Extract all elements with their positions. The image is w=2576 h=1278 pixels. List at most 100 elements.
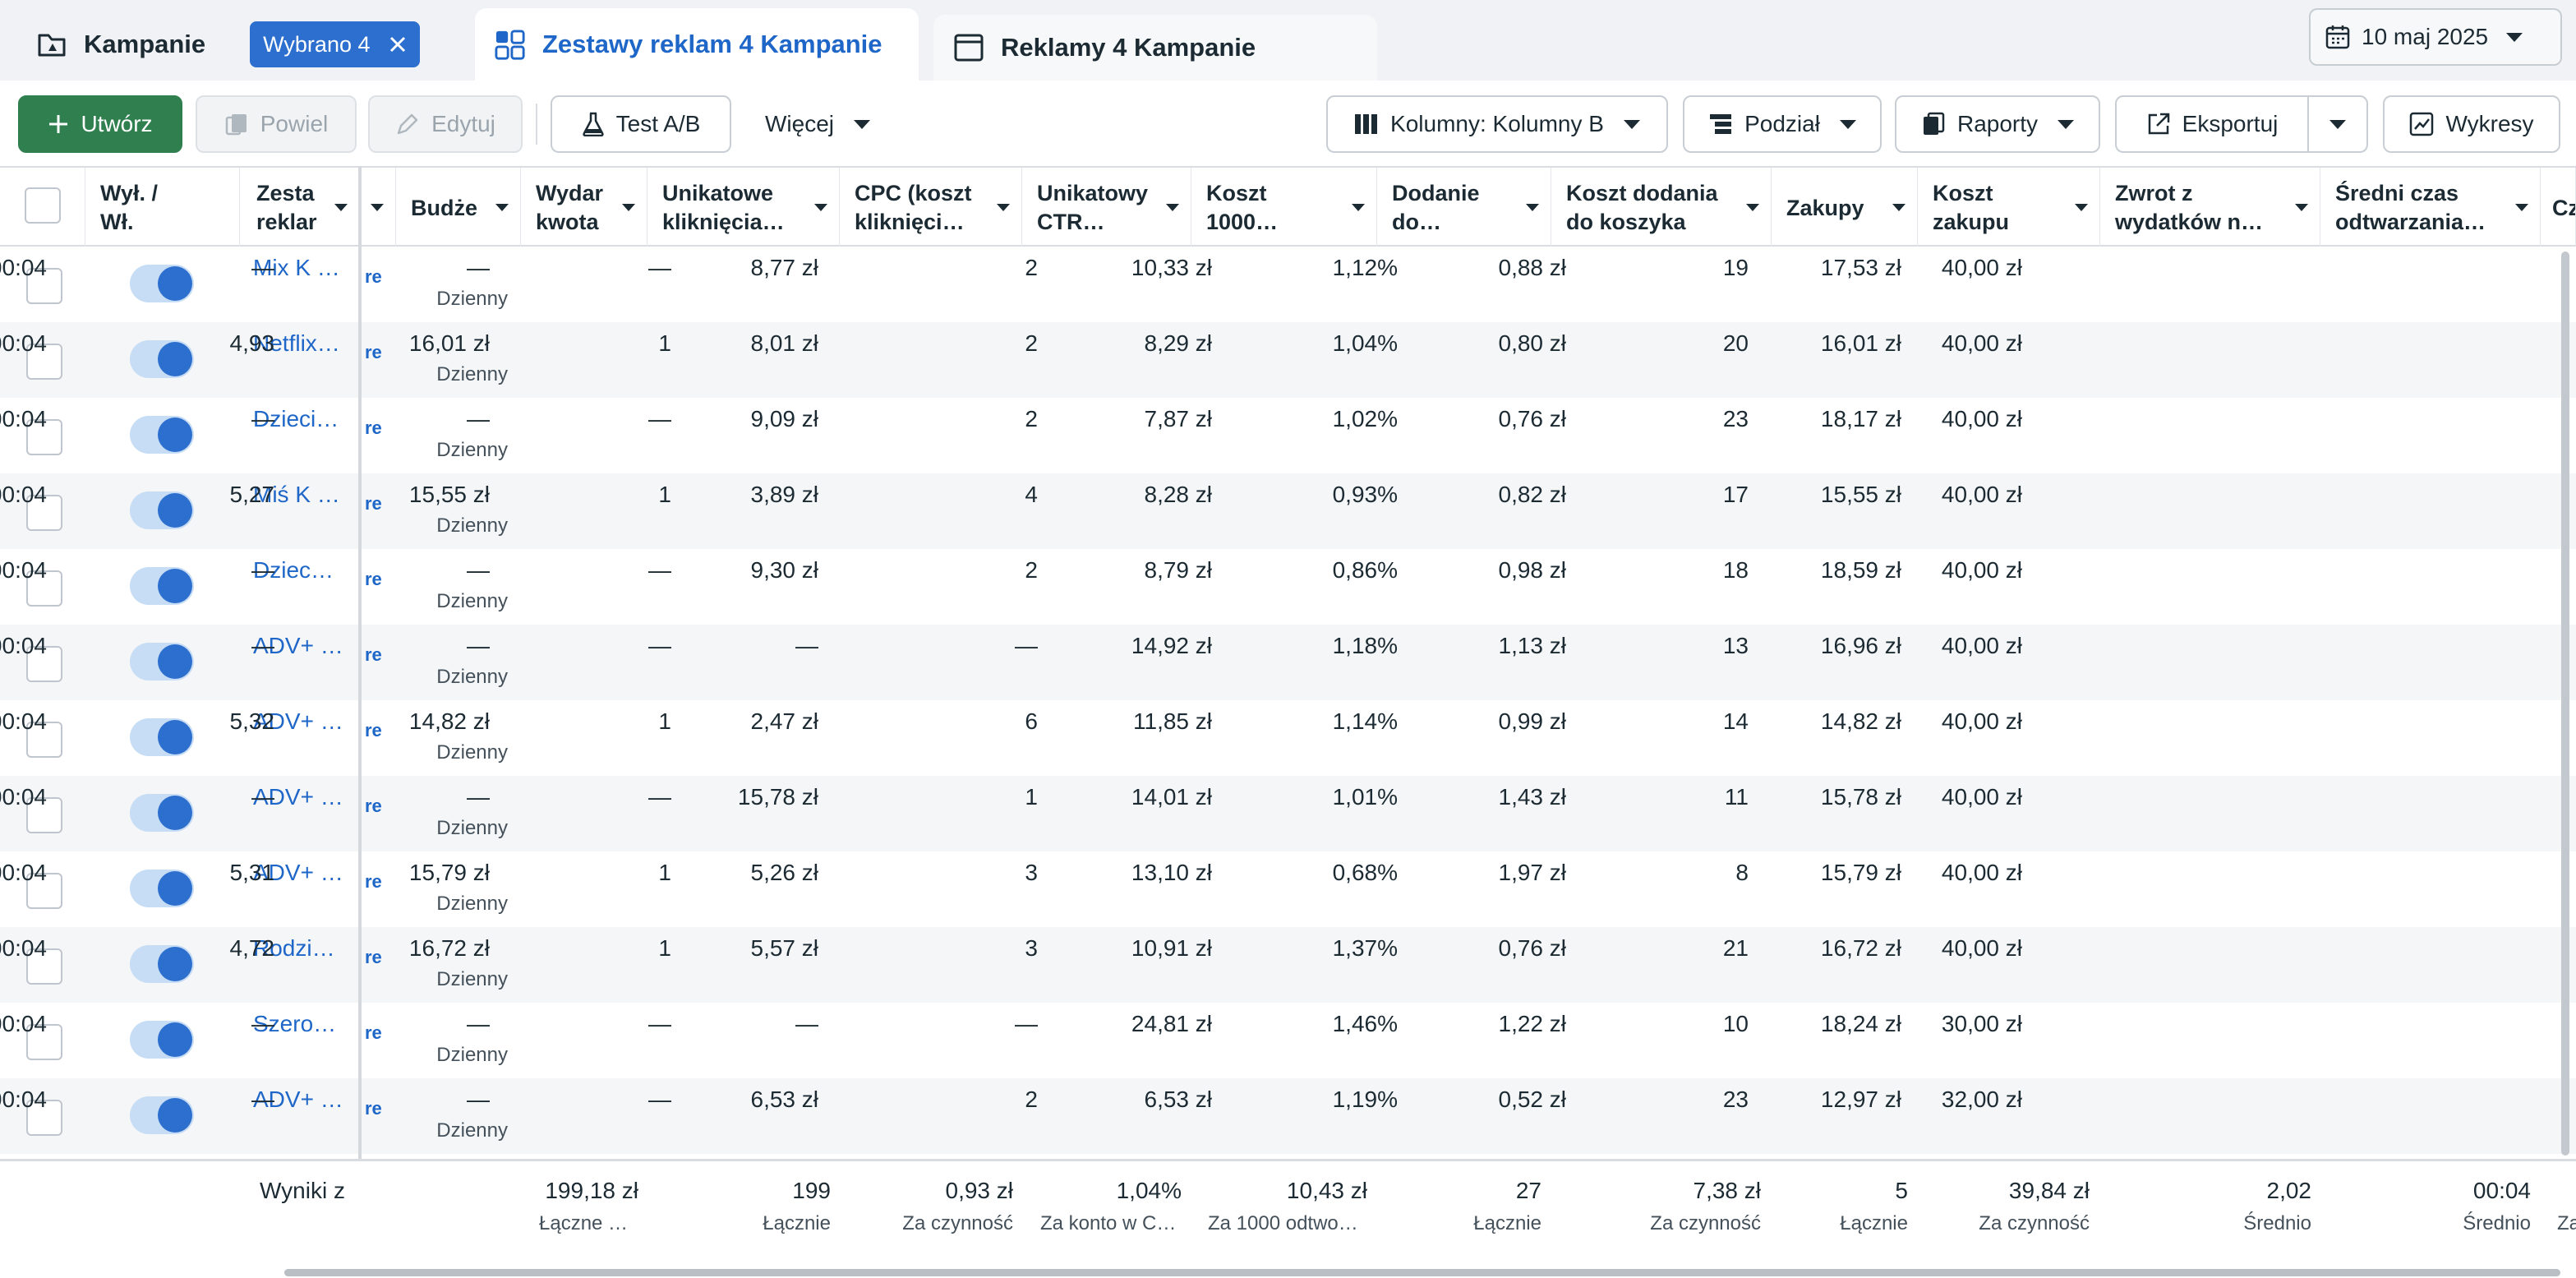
table-body: Mix K … re 40,00 zł 17,53 zł 19 0,88 zł 1,12% 1… bbox=[0, 247, 2576, 1157]
ad-set-name-link[interactable]: ADV+ … bbox=[253, 784, 343, 810]
table-row[interactable]: ADV+ … re 40,00 zł 16,96 zł 13 1,13 zł 1,18% 14… bbox=[0, 625, 2576, 700]
columns-button[interactable]: Kolumny: Kolumny B bbox=[1326, 95, 1668, 153]
row-checkbox[interactable] bbox=[26, 1024, 62, 1060]
table-row[interactable]: Mix K … re 40,00 zł 17,53 zł 19 0,88 zł 1,12% 1… bbox=[0, 247, 2576, 322]
cell-atc: — bbox=[1015, 633, 1038, 658]
row-checkbox[interactable] bbox=[26, 948, 62, 985]
tab-ad-sets[interactable]: Zestawy reklam 4 Kampanie bbox=[475, 8, 919, 81]
date-range-picker[interactable]: 10 maj 2025 bbox=[2309, 8, 2562, 66]
ad-set-name-link[interactable]: Dziec… bbox=[253, 557, 334, 583]
on-off-toggle[interactable] bbox=[130, 340, 194, 378]
row-checkbox[interactable] bbox=[26, 419, 62, 455]
table-row[interactable]: ADV+ … re 40,00 zł 15,78 zł 11 1,43 zł 1,01% 14… bbox=[0, 776, 2576, 851]
table-row[interactable]: ADV+ … re 40,00 zł 15,79 zł 8 1,97 zł 0,68% 13,… bbox=[0, 851, 2576, 927]
column-header-cost-purchase[interactable]: Koszt zakupu bbox=[1918, 168, 2100, 247]
ad-set-name-link[interactable]: Rodzi… bbox=[253, 935, 335, 961]
table-row[interactable]: ADV+ … re 32,00 zł 12,97 zł 23 0,52 zł 1,19% 6,… bbox=[0, 1078, 2576, 1154]
cell-cpc: 1,13 zł bbox=[1498, 633, 1567, 658]
tab-campaigns[interactable]: Kampanie Wybrano 4 bbox=[16, 8, 460, 81]
ad-set-name-link[interactable]: Mix K … bbox=[253, 255, 340, 280]
selected-chip[interactable]: Wybrano 4 bbox=[250, 21, 420, 67]
pencil-icon bbox=[397, 113, 418, 135]
create-button[interactable]: Utwórz bbox=[18, 95, 182, 153]
row-checkbox[interactable] bbox=[26, 873, 62, 909]
on-off-toggle[interactable] bbox=[130, 945, 194, 983]
on-off-toggle[interactable] bbox=[130, 1096, 194, 1134]
cell-cpm: 10,33 zł bbox=[1131, 255, 1212, 280]
column-header-unique-clicks[interactable]: Unikatowe kliknięcia… bbox=[647, 168, 840, 247]
column-header-toggle[interactable]: Wył. / Wł. bbox=[85, 168, 240, 247]
cell-cpc: 0,82 zł bbox=[1498, 482, 1567, 507]
column-header-add-to-cart[interactable]: Dodanie do… bbox=[1377, 168, 1551, 247]
on-off-toggle[interactable] bbox=[130, 567, 194, 605]
sort-icon bbox=[334, 204, 348, 211]
cell-ctr: 1,14% bbox=[1332, 708, 1398, 734]
export-button[interactable]: Eksportuj bbox=[2115, 95, 2309, 153]
table-row[interactable]: Rodzi… re 40,00 zł 16,72 zł 21 0,76 zł 1,37% 10… bbox=[0, 927, 2576, 1003]
toolbar-divider bbox=[536, 104, 537, 145]
column-header-purchases[interactable]: Zakupy bbox=[1772, 168, 1918, 247]
table-row[interactable]: Szero… re 30,00 zł 18,24 zł 10 1,22 zł 1,46% 24… bbox=[0, 1003, 2576, 1078]
column-header-next[interactable]: Cz bbox=[2541, 168, 2576, 247]
sort-icon bbox=[622, 204, 635, 211]
tab-ads[interactable]: Reklamy 4 Kampanie bbox=[933, 15, 1377, 81]
edit-button[interactable]: Edytuj bbox=[368, 95, 523, 153]
ad-set-name-link[interactable]: ADV+ … bbox=[253, 860, 343, 885]
date-range-label: 10 maj 2025 bbox=[2362, 24, 2489, 49]
toggle-knob bbox=[158, 644, 192, 679]
column-header-spend[interactable]: Wydar kwota bbox=[521, 168, 647, 247]
row-checkbox[interactable] bbox=[26, 570, 62, 607]
on-off-toggle[interactable] bbox=[130, 794, 194, 832]
row-checkbox[interactable] bbox=[26, 268, 62, 304]
cell-catc: 9,09 zł bbox=[750, 406, 819, 431]
ad-set-name-link[interactable]: ADV+ … bbox=[253, 708, 343, 734]
row-checkbox[interactable] bbox=[26, 495, 62, 531]
row-checkbox[interactable] bbox=[26, 646, 62, 682]
column-header-name[interactable]: Zesta reklar bbox=[240, 168, 360, 247]
table-row[interactable]: Dzieci… re 40,00 zł 18,17 zł 23 0,76 zł 1,02% 7… bbox=[0, 398, 2576, 473]
on-off-toggle[interactable] bbox=[130, 643, 194, 681]
on-off-toggle[interactable] bbox=[130, 491, 194, 529]
horizontal-scrollbar[interactable] bbox=[284, 1269, 2560, 1276]
on-off-toggle[interactable] bbox=[130, 416, 194, 454]
duplicate-button[interactable]: Powiel bbox=[196, 95, 357, 153]
reports-button[interactable]: Raporty bbox=[1895, 95, 2100, 153]
on-off-toggle[interactable] bbox=[130, 265, 194, 302]
column-header-cpm[interactable]: Koszt 1000… bbox=[1191, 168, 1377, 247]
ad-set-name-link[interactable]: Szero… bbox=[253, 1011, 337, 1036]
close-icon[interactable] bbox=[389, 35, 407, 53]
column-header-roas[interactable]: Zwrot z wydatków n… bbox=[2100, 168, 2320, 247]
select-all-checkbox[interactable] bbox=[25, 187, 61, 224]
column-header-hidden[interactable] bbox=[362, 168, 396, 247]
more-button[interactable]: Więcej bbox=[748, 95, 887, 153]
on-off-toggle[interactable] bbox=[130, 1021, 194, 1059]
ad-set-name-link[interactable]: Miś K … bbox=[253, 482, 340, 507]
ad-set-name-link[interactable]: Dzieci… bbox=[253, 406, 339, 431]
export-dropdown-button[interactable] bbox=[2307, 95, 2368, 153]
column-header-budget[interactable]: Budże bbox=[396, 168, 521, 247]
table-row[interactable]: Dziec… re 40,00 zł 18,59 zł 18 0,98 zł 0,86% 8,… bbox=[0, 549, 2576, 625]
cell-roas: 5,32 bbox=[229, 708, 275, 734]
on-off-toggle[interactable] bbox=[130, 718, 194, 756]
table-row[interactable]: Miś K … re 40,00 zł 15,55 zł 17 0,82 zł 0,93% 8… bbox=[0, 473, 2576, 549]
cell-atc: 1 bbox=[1025, 784, 1038, 810]
row-fragment: re bbox=[365, 418, 382, 438]
ab-test-button[interactable]: Test A/B bbox=[551, 95, 731, 153]
row-checkbox[interactable] bbox=[26, 344, 62, 380]
breakdown-button[interactable]: Podział bbox=[1683, 95, 1882, 153]
row-checkbox[interactable] bbox=[26, 1100, 62, 1136]
column-header-unique-ctr[interactable]: Unikatowy CTR… bbox=[1022, 168, 1191, 247]
column-header-cpc[interactable]: CPC (koszt kliknięci… bbox=[840, 168, 1022, 247]
ad-set-name-link[interactable]: Netflix… bbox=[253, 330, 340, 356]
column-header-avg-play[interactable]: Średni czas odtwarzania… bbox=[2320, 168, 2541, 247]
row-checkbox[interactable] bbox=[26, 722, 62, 758]
vertical-scrollbar[interactable] bbox=[2561, 251, 2569, 1156]
table-row[interactable]: Netflix… re 40,00 zł 16,01 zł 20 0,80 zł 1,04%… bbox=[0, 322, 2576, 398]
ad-set-name-link[interactable]: ADV+ … bbox=[253, 633, 343, 658]
ad-set-name-link[interactable]: ADV+ … bbox=[253, 1087, 343, 1112]
row-checkbox[interactable] bbox=[26, 797, 62, 833]
table-row[interactable]: ADV+ … re 40,00 zł 14,82 zł 14 0,99 zł 1,14% 11… bbox=[0, 700, 2576, 776]
charts-button[interactable]: Wykresy bbox=[2383, 95, 2560, 153]
column-header-cost-add-to-cart[interactable]: Koszt dodania do koszyka bbox=[1551, 168, 1772, 247]
on-off-toggle[interactable] bbox=[130, 870, 194, 907]
